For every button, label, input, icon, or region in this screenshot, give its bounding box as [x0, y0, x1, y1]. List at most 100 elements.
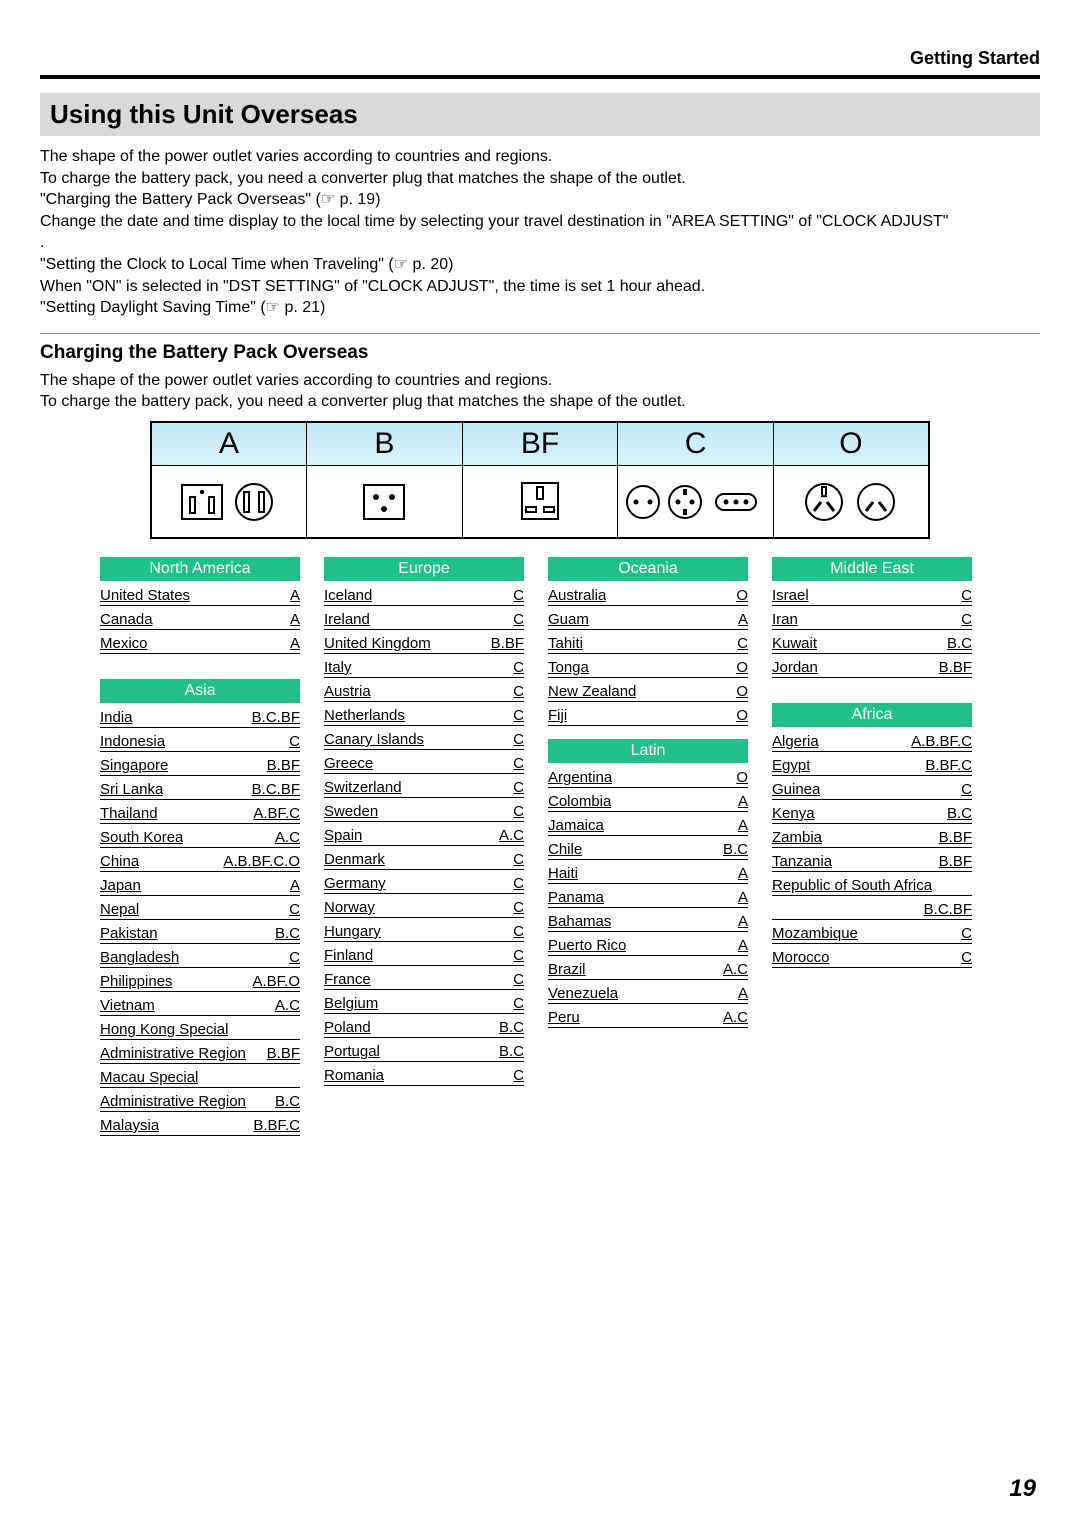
plug-code: A.C	[723, 961, 748, 978]
country-name: Indonesia	[100, 733, 165, 750]
country-name: Panama	[548, 889, 604, 906]
plug-code: O	[736, 707, 748, 724]
country-row: Republic of South Africa	[772, 877, 972, 896]
country-row: ChinaA.B.BF.C.O	[100, 853, 300, 872]
plug-code: A.C	[275, 829, 300, 846]
country-row: GuineaC	[772, 781, 972, 800]
plug-code: A	[290, 635, 300, 652]
country-name: Iceland	[324, 587, 372, 604]
country-name: Chile	[548, 841, 582, 858]
plug-type-label: BF	[462, 422, 618, 466]
plug-code: C	[513, 947, 524, 964]
country-row: MalaysiaB.BF.C	[100, 1117, 300, 1136]
plug-code: B.C	[947, 635, 972, 652]
intro-block: The shape of the power outlet varies acc…	[40, 146, 1040, 319]
country-name: Singapore	[100, 757, 168, 774]
plug-code: B.C	[275, 925, 300, 942]
country-name: Poland	[324, 1019, 371, 1036]
country-name: Pakistan	[100, 925, 158, 942]
country-name: South Korea	[100, 829, 183, 846]
section-rule	[40, 333, 1040, 334]
country-row: CanadaA	[100, 611, 300, 630]
country-name: Hong Kong Special	[100, 1021, 228, 1038]
plug-code: C	[737, 635, 748, 652]
plug-code: B.BF	[939, 829, 972, 846]
subtext-line: To charge the battery pack, you need a c…	[40, 391, 1040, 413]
region-latin: Latin	[548, 739, 748, 763]
plug-code: C	[513, 875, 524, 892]
country-row: SpainA.C	[324, 827, 524, 846]
plug-code: A.C	[275, 997, 300, 1014]
country-row: Panama A	[548, 889, 748, 908]
plug-b-icon	[307, 466, 463, 538]
country-name: Algeria	[772, 733, 819, 750]
country-name: Portugal	[324, 1043, 380, 1060]
plug-code: A	[738, 889, 748, 906]
country-row: B.C.BF	[772, 901, 972, 920]
country-name: Peru	[548, 1009, 580, 1026]
plug-code: B.C	[499, 1043, 524, 1060]
plug-code: C	[513, 779, 524, 796]
country-name: Mexico	[100, 635, 148, 652]
country-name: India	[100, 709, 133, 726]
col-3: Oceania AustraliaOGuamATahitiCTongaONew …	[548, 557, 748, 1141]
country-name: Netherlands	[324, 707, 405, 724]
page-title: Using this Unit Overseas	[40, 93, 1040, 136]
plug-type-label: A	[151, 422, 307, 466]
country-name: Kuwait	[772, 635, 817, 652]
country-row: Sri LankaB.C.BF	[100, 781, 300, 800]
subtext-block: The shape of the power outlet varies acc…	[40, 370, 1040, 413]
country-row: AlgeriaA.B.BF.C	[772, 733, 972, 752]
country-row: GermanyC	[324, 875, 524, 894]
plug-code: A.BF.O	[252, 973, 300, 990]
region-africa: Africa	[772, 703, 972, 727]
country-name: Zambia	[772, 829, 822, 846]
subtext-line: The shape of the power outlet varies acc…	[40, 370, 1040, 392]
country-name: Nepal	[100, 901, 139, 918]
country-row: Macau Special	[100, 1069, 300, 1088]
country-name: Sweden	[324, 803, 378, 820]
plug-code: A	[738, 985, 748, 1002]
country-row: Zambia B.BF	[772, 829, 972, 848]
country-row: FinlandC	[324, 947, 524, 966]
country-row: DenmarkC	[324, 851, 524, 870]
plug-type-label: B	[307, 422, 463, 466]
country-row: United KingdomB.BF	[324, 635, 524, 654]
country-name: Jordan	[772, 659, 818, 676]
country-name: Australia	[548, 587, 606, 604]
plug-code: B.BF	[939, 853, 972, 870]
country-name: Egypt	[772, 757, 810, 774]
country-name: Venezuela	[548, 985, 618, 1002]
plug-code: C	[513, 659, 524, 676]
country-name: Canary Islands	[324, 731, 424, 748]
plug-code: B.BF	[491, 635, 524, 652]
country-row: Portugal B.C	[324, 1043, 524, 1062]
plug-code: B.BF	[267, 1045, 300, 1062]
country-row: Venezuela A	[548, 985, 748, 1004]
country-row: TahitiC	[548, 635, 748, 654]
country-name: Republic of South Africa	[772, 877, 932, 894]
country-name: Colombia	[548, 793, 611, 810]
country-row: BangladeshC	[100, 949, 300, 968]
country-name: Israel	[772, 587, 809, 604]
country-name: Belgium	[324, 995, 378, 1012]
plug-code: C	[961, 949, 972, 966]
country-name: Vietnam	[100, 997, 155, 1014]
plug-code: C	[513, 923, 524, 940]
country-name: Japan	[100, 877, 141, 894]
country-name: Guinea	[772, 781, 820, 798]
header-rule	[40, 75, 1040, 79]
country-row: Morocco C	[772, 949, 972, 968]
country-name: Kenya	[772, 805, 815, 822]
plug-code: C	[961, 925, 972, 942]
country-name: Morocco	[772, 949, 830, 966]
country-row: ArgentinaO	[548, 769, 748, 788]
country-row: IndiaB.C.BF	[100, 709, 300, 728]
intro-line: .	[40, 232, 1040, 254]
country-row: BrazilA.C	[548, 961, 748, 980]
plug-code: C	[513, 899, 524, 916]
intro-line: The shape of the power outlet varies acc…	[40, 146, 1040, 168]
country-row: PhilippinesA.BF.O	[100, 973, 300, 992]
plug-code: B.C	[275, 1093, 300, 1110]
plug-o-icon	[773, 466, 929, 538]
